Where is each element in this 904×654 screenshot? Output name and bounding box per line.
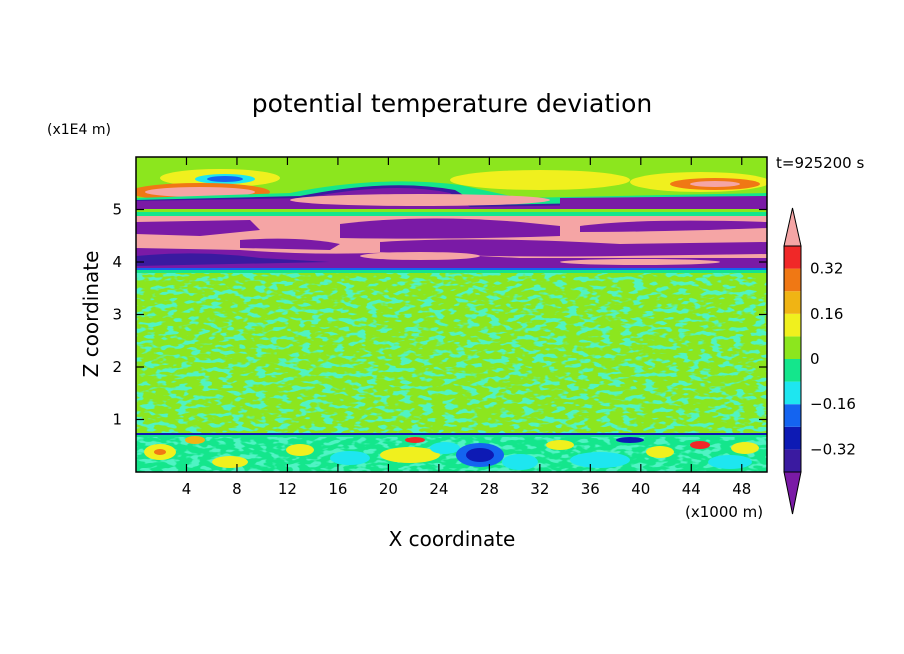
- chart-title: potential temperature deviation: [252, 89, 652, 118]
- colorbar-segment: [784, 426, 801, 450]
- x-tick-label: 20: [379, 480, 398, 498]
- colorbar-segment: [784, 449, 801, 472]
- colorbar-tick-label: 0.16: [810, 305, 843, 323]
- colorbar-segment: [784, 246, 801, 269]
- x-tick-label: 36: [581, 480, 600, 498]
- colorbar-segment: [784, 359, 801, 382]
- colorbar-tick-label: 0.32: [810, 260, 843, 278]
- colorbar-segment: [784, 313, 801, 337]
- y-tick-label: 4: [112, 253, 122, 271]
- x-tick-label: 24: [429, 480, 448, 498]
- colorbar-tick-label: −0.16: [810, 395, 856, 413]
- colorbar-segment: [784, 268, 801, 292]
- colorbar-frame: [783, 245, 802, 473]
- x-tick-label: 28: [480, 480, 499, 498]
- x-axis-ticks: 4 8 12 16 20 24 28 32 36 40 44 48: [182, 157, 751, 498]
- colorbar: 0.32 0.16 0 −0.16 −0.32: [783, 207, 856, 515]
- colorbar-tick-label: 0: [810, 350, 820, 368]
- y-tick-label: 5: [112, 201, 122, 219]
- colorbar-segment: [784, 291, 801, 314]
- x-tick-label: 8: [232, 480, 242, 498]
- colorbar-segment: [784, 336, 801, 359]
- y-tick-label: 2: [112, 358, 122, 376]
- x-tick-label: 16: [328, 480, 347, 498]
- heatmap-field: [136, 157, 767, 472]
- y-tick-label: 3: [112, 306, 122, 324]
- x-tick-label: 32: [530, 480, 549, 498]
- x-tick-label: 40: [631, 480, 650, 498]
- colorbar-segment: [784, 404, 801, 427]
- y-axis-ticks: 1 2 3 4 5: [112, 201, 767, 429]
- x-tick-label: 4: [182, 480, 192, 498]
- colorbar-extend-high: [783, 207, 802, 247]
- x-unit-label: (x1000 m): [685, 503, 763, 521]
- y-unit-label: (x1E4 m): [47, 122, 111, 138]
- x-axis-label: X coordinate: [389, 527, 516, 551]
- y-axis-label: Z coordinate: [79, 251, 103, 378]
- colorbar-extend-low: [783, 471, 802, 515]
- colorbar-tick-label: −0.32: [810, 440, 856, 458]
- x-tick-label: 48: [732, 480, 751, 498]
- x-tick-label: 12: [278, 480, 297, 498]
- x-tick-label: 44: [682, 480, 701, 498]
- time-label: t=925200 s: [776, 154, 864, 172]
- y-tick-label: 1: [112, 411, 122, 429]
- colorbar-segment: [784, 381, 801, 405]
